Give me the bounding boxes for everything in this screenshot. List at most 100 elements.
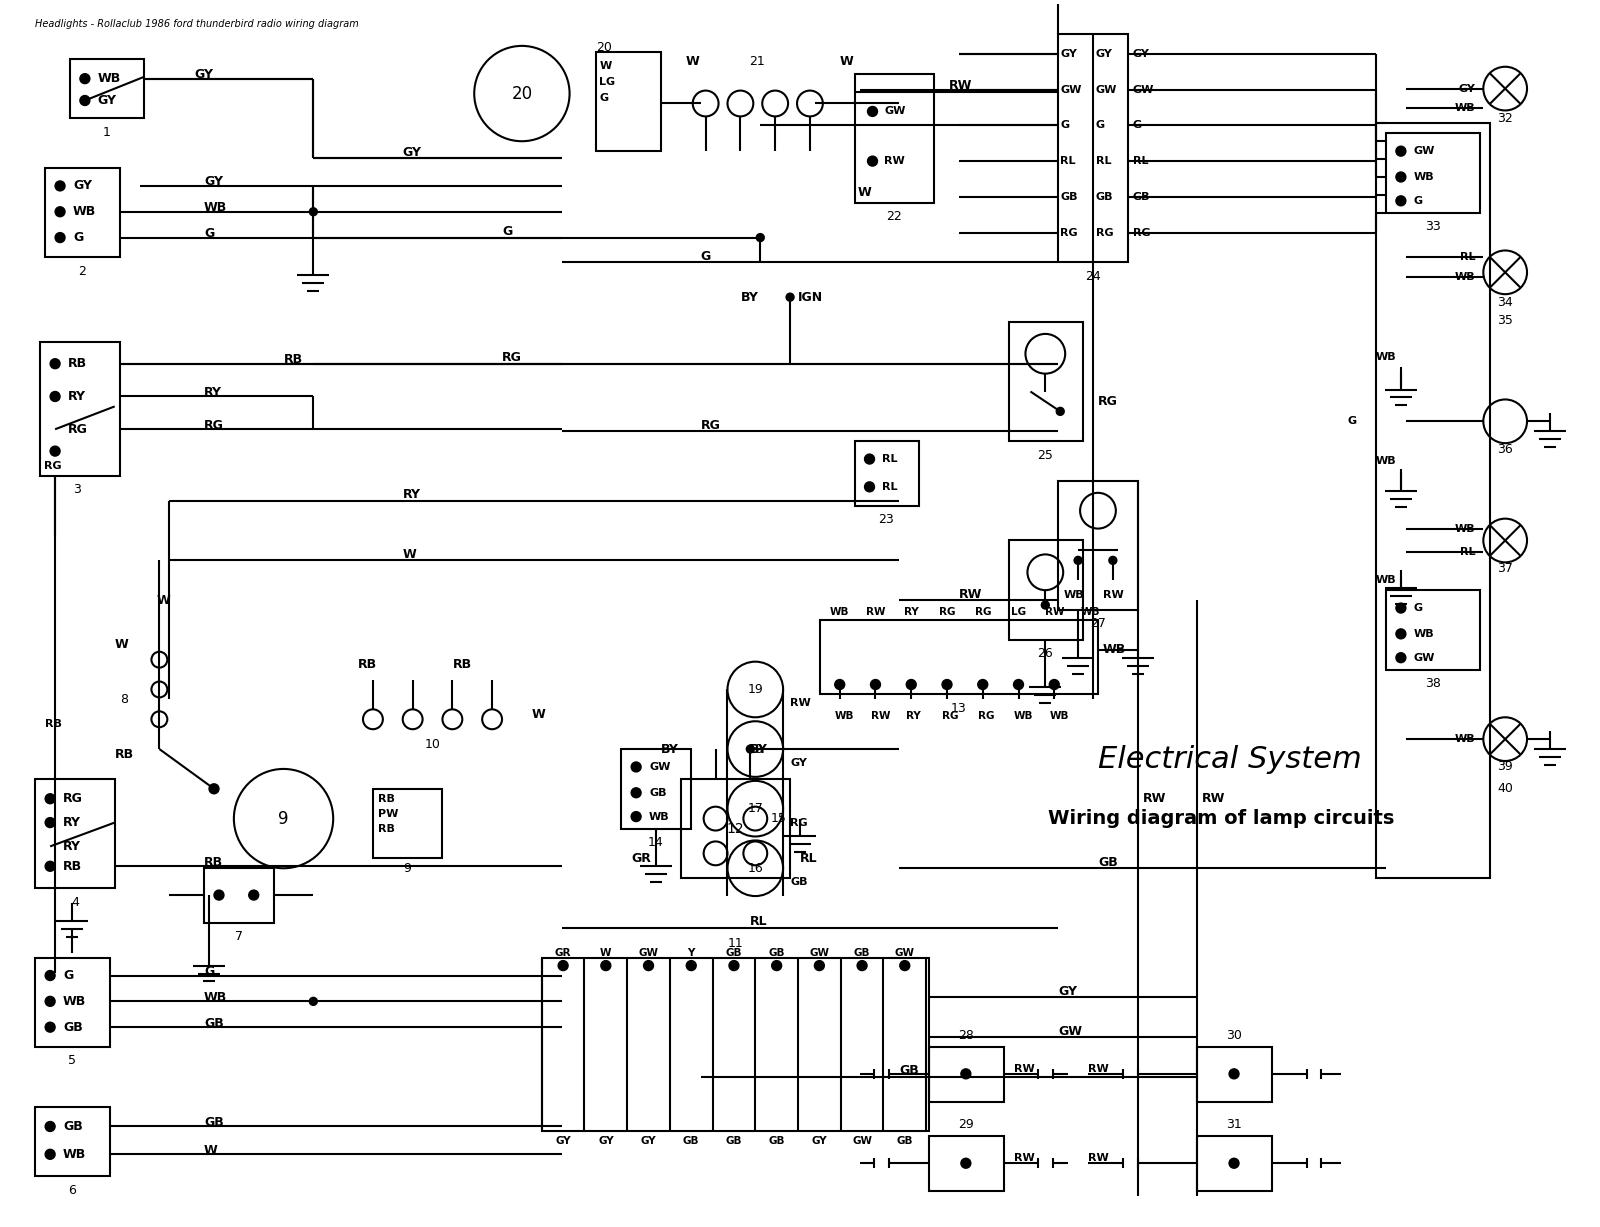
Text: 39: 39 bbox=[1498, 761, 1514, 773]
Circle shape bbox=[899, 961, 910, 971]
Text: RY: RY bbox=[62, 840, 82, 853]
Bar bbox=[819, 620, 1098, 694]
Text: G: G bbox=[205, 227, 214, 240]
Text: WB: WB bbox=[835, 712, 854, 721]
Circle shape bbox=[686, 961, 696, 971]
Text: GY: GY bbox=[194, 69, 213, 81]
Text: 15: 15 bbox=[770, 812, 786, 825]
Text: 21: 21 bbox=[749, 55, 765, 69]
Text: GB: GB bbox=[1061, 191, 1078, 202]
Text: WB: WB bbox=[1080, 607, 1099, 617]
Text: Headlights - Rollaclub 1986 ford thunderbird radio wiring diagram: Headlights - Rollaclub 1986 ford thunder… bbox=[35, 20, 358, 29]
Text: RG: RG bbox=[45, 461, 62, 471]
Text: RB: RB bbox=[115, 747, 134, 761]
Text: 38: 38 bbox=[1424, 677, 1440, 690]
Text: G: G bbox=[1061, 120, 1069, 130]
Text: BY: BY bbox=[661, 742, 678, 756]
Text: RG: RG bbox=[1098, 395, 1118, 407]
Bar bbox=[930, 1136, 1003, 1191]
Text: 28: 28 bbox=[958, 1028, 974, 1042]
Text: GB: GB bbox=[62, 1021, 83, 1033]
Text: 16: 16 bbox=[747, 861, 763, 875]
Text: 27: 27 bbox=[1090, 617, 1106, 631]
Bar bbox=[1008, 541, 1083, 639]
Circle shape bbox=[45, 861, 54, 871]
Text: G: G bbox=[74, 231, 83, 244]
Text: WB: WB bbox=[1454, 103, 1475, 113]
Text: W: W bbox=[600, 61, 611, 71]
Text: RG: RG bbox=[939, 607, 955, 617]
Text: RL: RL bbox=[750, 915, 768, 929]
Text: G: G bbox=[205, 966, 214, 978]
Text: RB: RB bbox=[453, 658, 472, 671]
Text: GB: GB bbox=[1133, 191, 1150, 202]
Circle shape bbox=[771, 961, 782, 971]
Text: GY: GY bbox=[811, 1136, 827, 1146]
Bar bbox=[35, 957, 110, 1047]
Text: 34: 34 bbox=[1498, 296, 1514, 309]
Text: 18: 18 bbox=[747, 742, 763, 756]
Text: 35: 35 bbox=[1498, 314, 1514, 326]
Text: PW: PW bbox=[378, 809, 398, 818]
Text: RG: RG bbox=[1133, 227, 1150, 238]
Text: 2: 2 bbox=[78, 265, 86, 277]
Text: IGN: IGN bbox=[798, 291, 822, 303]
Text: G: G bbox=[1096, 120, 1106, 130]
Text: GB: GB bbox=[1098, 855, 1118, 869]
Text: RW: RW bbox=[1142, 793, 1166, 805]
Text: 10: 10 bbox=[424, 737, 440, 751]
Circle shape bbox=[45, 1121, 54, 1131]
Text: WB: WB bbox=[1454, 734, 1475, 744]
Text: RL: RL bbox=[1459, 547, 1475, 557]
Text: GW: GW bbox=[1058, 1025, 1082, 1038]
Text: GY: GY bbox=[403, 146, 422, 158]
Text: RL: RL bbox=[800, 852, 818, 865]
Bar bbox=[1386, 590, 1480, 670]
Circle shape bbox=[45, 996, 54, 1006]
Circle shape bbox=[45, 971, 54, 980]
Text: RG: RG bbox=[701, 418, 720, 432]
Text: RL: RL bbox=[1096, 156, 1112, 166]
Text: RW: RW bbox=[866, 607, 885, 617]
Bar bbox=[854, 442, 918, 506]
Text: RB: RB bbox=[62, 860, 82, 872]
Text: RG: RG bbox=[1096, 227, 1114, 238]
Circle shape bbox=[1229, 1069, 1238, 1079]
Bar bbox=[621, 748, 691, 828]
Text: RY: RY bbox=[205, 387, 222, 399]
Text: GB: GB bbox=[854, 947, 870, 958]
Text: 24: 24 bbox=[1085, 270, 1101, 282]
Circle shape bbox=[835, 680, 845, 690]
Text: 32: 32 bbox=[1498, 112, 1514, 125]
Text: 40: 40 bbox=[1498, 783, 1514, 795]
Text: GB: GB bbox=[768, 947, 786, 958]
Circle shape bbox=[54, 233, 66, 243]
Text: W: W bbox=[205, 1144, 218, 1157]
Circle shape bbox=[1013, 680, 1024, 690]
Text: 7: 7 bbox=[235, 930, 243, 944]
Circle shape bbox=[54, 180, 66, 191]
Text: 12: 12 bbox=[726, 822, 744, 836]
Text: GB: GB bbox=[726, 947, 742, 958]
Bar bbox=[70, 59, 144, 118]
Text: 8: 8 bbox=[120, 693, 128, 706]
Text: G: G bbox=[1414, 196, 1422, 206]
Text: WB: WB bbox=[650, 811, 670, 822]
Circle shape bbox=[248, 890, 259, 901]
Text: 11: 11 bbox=[728, 937, 744, 950]
Text: G: G bbox=[1414, 602, 1422, 614]
Text: G: G bbox=[62, 969, 74, 982]
Text: GB: GB bbox=[205, 1117, 224, 1129]
Bar bbox=[35, 779, 115, 888]
Text: LG: LG bbox=[600, 76, 616, 87]
Circle shape bbox=[630, 762, 642, 772]
Bar bbox=[45, 168, 120, 258]
Text: WB: WB bbox=[1414, 629, 1435, 639]
Text: GW: GW bbox=[638, 947, 659, 958]
Circle shape bbox=[1395, 172, 1406, 182]
Text: RG: RG bbox=[1061, 227, 1078, 238]
Circle shape bbox=[730, 961, 739, 971]
Text: GW: GW bbox=[853, 1136, 872, 1146]
Bar bbox=[1008, 321, 1083, 442]
Circle shape bbox=[643, 961, 653, 971]
